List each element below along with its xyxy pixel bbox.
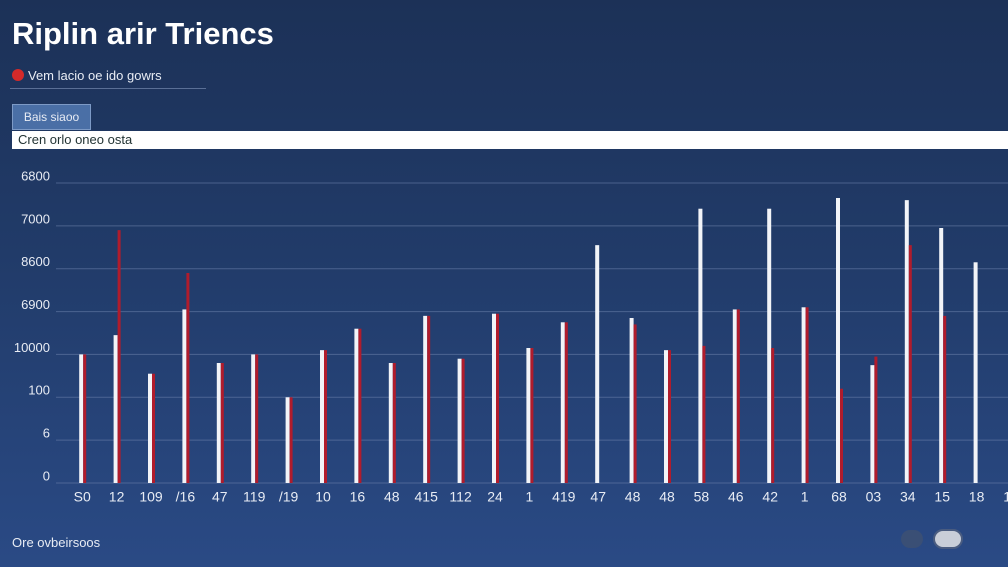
x-tick-label: /19 xyxy=(279,489,299,505)
x-tick-label: 68 xyxy=(831,489,847,505)
bar xyxy=(492,313,496,483)
bar xyxy=(736,309,740,483)
bar xyxy=(285,397,290,483)
bar xyxy=(354,328,359,483)
bar xyxy=(320,350,324,483)
x-tick-label: 48 xyxy=(384,489,400,505)
bar xyxy=(939,228,944,483)
toggle-switch[interactable] xyxy=(933,529,963,549)
bar xyxy=(79,354,84,483)
y-tick-label: 6 xyxy=(43,426,50,441)
bar xyxy=(530,348,534,483)
x-tick-label: 109 xyxy=(139,489,163,505)
x-tick-label: 419 xyxy=(552,489,576,505)
x-tick-label: 1 xyxy=(526,489,534,505)
bar xyxy=(702,345,706,483)
bar xyxy=(220,363,224,483)
y-tick-label: 7000 xyxy=(21,211,50,226)
bar xyxy=(148,373,152,483)
x-tick-label: 47 xyxy=(590,489,606,505)
y-tick-label: 10000 xyxy=(14,340,50,355)
x-tick-label: 48 xyxy=(625,489,641,505)
bar xyxy=(904,200,909,483)
y-tick-label: 6800 xyxy=(21,168,50,183)
button[interactable]: Bais siaoo xyxy=(12,104,91,130)
x-tick-label: 48 xyxy=(659,489,675,505)
bar xyxy=(595,245,600,483)
x-tick-label: 18 xyxy=(969,489,985,505)
x-tick-label: 119 xyxy=(243,489,266,505)
bar xyxy=(698,208,703,483)
bar xyxy=(289,397,293,483)
x-tick-label: 12 xyxy=(109,489,125,505)
bar xyxy=(423,315,428,483)
x-tick-label: 16 xyxy=(350,489,366,505)
bar xyxy=(113,335,118,483)
status-text: Vem lacio oe ido gowrs xyxy=(28,68,162,83)
bar xyxy=(767,208,772,483)
bar xyxy=(870,365,875,483)
bar xyxy=(840,388,843,483)
x-tick-label: S0 xyxy=(74,489,91,505)
bar xyxy=(427,315,431,483)
bar xyxy=(358,328,362,483)
status-row: Vem lacio oe ido gowrs xyxy=(10,64,206,89)
bar xyxy=(117,230,121,483)
y-tick-label: 8600 xyxy=(21,254,50,269)
bar xyxy=(973,262,978,483)
bar xyxy=(564,322,568,483)
x-tick-label: 10 xyxy=(315,489,331,505)
page-title: Riplin arir Triencs xyxy=(12,16,274,51)
bar xyxy=(801,307,806,483)
bar xyxy=(182,309,187,483)
bar xyxy=(908,245,912,483)
x-tick-label: /16 xyxy=(176,489,196,505)
bar xyxy=(392,363,396,483)
bar xyxy=(186,273,190,483)
x-tick-label: 34 xyxy=(900,489,916,505)
bar xyxy=(633,324,637,483)
bar xyxy=(83,354,87,483)
bar xyxy=(388,363,393,483)
footer-text: Ore ovbeirsoos xyxy=(12,535,101,550)
bar xyxy=(805,307,809,483)
y-tick-label: 0 xyxy=(43,468,50,483)
x-tick-label: 1 xyxy=(801,489,809,505)
y-tick-label: 6900 xyxy=(21,297,50,312)
x-tick-label: 47 xyxy=(212,489,228,505)
bar xyxy=(461,358,465,483)
bar xyxy=(943,315,947,483)
x-tick-label: 16 xyxy=(1003,489,1008,505)
bar xyxy=(496,313,499,483)
toggle-icon[interactable] xyxy=(901,530,923,548)
bar xyxy=(874,356,878,483)
x-tick-label: 46 xyxy=(728,489,744,505)
bar xyxy=(668,350,671,483)
bar xyxy=(526,348,531,483)
bar xyxy=(457,358,462,483)
y-tick-label: 100 xyxy=(28,383,50,398)
bar xyxy=(771,348,775,483)
x-tick-label: 42 xyxy=(762,489,778,505)
bar xyxy=(324,350,327,483)
x-tick-label: 112 xyxy=(449,489,472,505)
bar xyxy=(255,354,259,483)
x-tick-label: 24 xyxy=(487,489,503,505)
bar xyxy=(629,318,634,483)
bar xyxy=(251,354,256,483)
x-tick-label: 15 xyxy=(934,489,950,505)
bar xyxy=(152,373,155,483)
bar xyxy=(216,363,221,483)
status-dot xyxy=(12,69,24,81)
x-tick-label: 58 xyxy=(694,489,710,505)
bar xyxy=(836,198,840,483)
bar xyxy=(732,309,737,483)
search-bar[interactable]: Cren orlo oneo osta xyxy=(12,131,1008,149)
bar xyxy=(560,322,565,483)
x-tick-label: 415 xyxy=(415,489,439,505)
x-tick-label: 03 xyxy=(866,489,882,505)
bar xyxy=(664,350,668,483)
